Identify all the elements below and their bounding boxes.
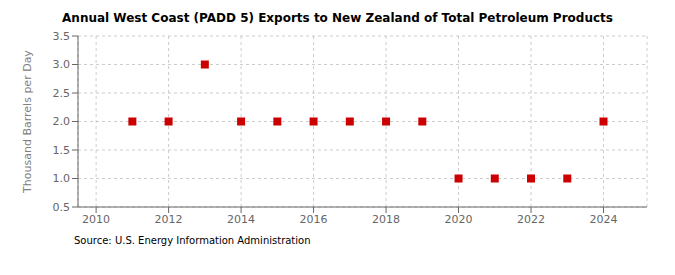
svg-text:1.0: 1.0 [53, 172, 71, 185]
svg-text:2014: 2014 [227, 213, 255, 226]
svg-text:2012: 2012 [155, 213, 183, 226]
svg-text:0.5: 0.5 [53, 201, 71, 214]
svg-text:2022: 2022 [517, 213, 545, 226]
svg-text:2.0: 2.0 [53, 115, 71, 128]
html-text:Annual West Coast (PADD 5) Exp: Annual West Coast (PADD 5) Exports to Ne… [62, 11, 613, 25]
svg-text:3.5: 3.5 [53, 30, 71, 43]
svg-text:2.5: 2.5 [53, 87, 71, 100]
svg-text:1.5: 1.5 [53, 144, 71, 157]
svg-text:2020: 2020 [445, 213, 473, 226]
svg-text:2016: 2016 [300, 213, 328, 226]
svg-text:2018: 2018 [372, 213, 400, 226]
html-text:Source: U.S. Energy Informatio: Source: U.S. Energy Information Administ… [74, 235, 311, 246]
svg-text:2024: 2024 [590, 213, 618, 226]
svg-text:2010: 2010 [82, 213, 110, 226]
svg-text:Thousand Barrels per Day: Thousand Barrels per Day [21, 50, 34, 194]
svg-text:3.0: 3.0 [53, 58, 71, 71]
